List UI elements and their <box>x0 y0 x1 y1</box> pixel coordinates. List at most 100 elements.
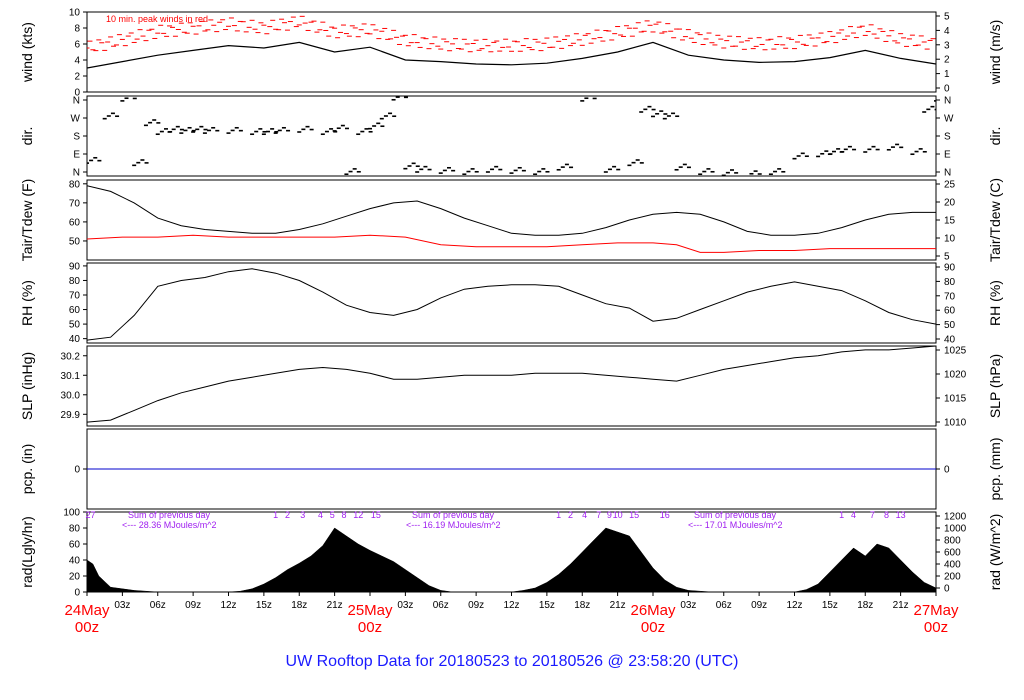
panel-data <box>87 185 936 253</box>
uv-label: 4 <box>318 510 323 520</box>
tick-label-left: W <box>71 114 81 125</box>
panel-6: rad(Lgly/hr) rad (W/m^2)02040608010002004… <box>19 508 1003 599</box>
tick-label-left: 70 <box>69 291 81 302</box>
tick-label-left: 100 <box>63 508 80 519</box>
uv-label: 15 <box>371 510 381 520</box>
uv-label: 7 <box>596 510 601 520</box>
tick-label-right: 2 <box>944 55 950 66</box>
uv-label: 8 <box>884 510 889 520</box>
daily-sum-value: <--- 16.19 MJoules/m^2 <box>406 520 501 530</box>
tick-label-left: 80 <box>69 276 81 287</box>
panel-4: SLP (inHg) SLP (hPa) 29.9 30.0 30.1 30.2 1010 1… <box>19 345 1003 429</box>
panel-3: RH (%) RH (%) 40 50 60 70 80 90 40 50 60 70 80 90 <box>19 261 1003 345</box>
uv-label: 3 <box>300 510 305 520</box>
tick-label-left: 30.0 <box>61 390 81 401</box>
uv-label: 15 <box>629 510 639 520</box>
tick-label-left: 70 <box>69 198 81 209</box>
y-axis-label-left: wind (kts) <box>19 22 35 83</box>
x-tick-label: 03z <box>397 600 413 611</box>
uv-label: 27 <box>86 510 96 520</box>
tick-label-left: 60 <box>69 305 81 316</box>
x-tick-label: 12z <box>786 600 802 611</box>
x-tick-label: 21z <box>327 600 343 611</box>
panel-data <box>87 96 936 176</box>
x-tick-label: 03z <box>680 600 696 611</box>
panel-data <box>87 346 936 423</box>
x-tick-label: 03z <box>114 600 130 611</box>
x-tick-label: 12z <box>503 600 519 611</box>
y-axis-label-right: rad (W/m^2) <box>987 514 1003 591</box>
tick-label-right: 50 <box>944 320 956 331</box>
x-tick-label: 21z <box>893 600 909 611</box>
tick-label-left: 80 <box>69 524 81 535</box>
series-line-SLP <box>87 346 936 423</box>
tick-label-right: 1015 <box>944 394 967 405</box>
date-label-hour: 00z <box>641 619 665 636</box>
y-axis-label-left: pcp. (in) <box>19 444 35 495</box>
tick-label-right: 25 <box>944 180 956 191</box>
tick-label-right: 15 <box>944 216 956 227</box>
tick-label-left: 4 <box>74 56 80 67</box>
tick-label-left: 50 <box>69 236 81 247</box>
x-axis: 03z 06z 09z 12z 15z 18z 21z 03z 06z 09z 12z 15z 18z 2… <box>64 592 959 636</box>
tick-label-right: 1000 <box>944 524 967 535</box>
y-axis-label-left: rad(Lgly/hr) <box>19 516 35 588</box>
tick-label-left: 90 <box>69 261 81 272</box>
tick-label-right: N <box>944 96 951 107</box>
date-label-day: 25May <box>347 602 393 619</box>
tick-label-right: 400 <box>944 560 961 571</box>
uv-label: 1 <box>273 510 278 520</box>
uv-label: 12 <box>353 510 363 520</box>
tick-label-left: 8 <box>74 24 80 35</box>
panel-2: Tair/Tdew (F) Tair/Tdew (C) 50 60 70 80 5 10 15 2… <box>19 178 1003 263</box>
tick-label-right: 20 <box>944 198 956 209</box>
x-tick-label: 09z <box>468 600 484 611</box>
tick-label-left: 30.1 <box>61 371 81 382</box>
uv-label: 1 <box>839 510 844 520</box>
date-label-hour: 00z <box>924 619 948 636</box>
series-line-Tdew <box>87 234 936 253</box>
peak-winds-note: 10 min. peak winds in red <box>106 14 208 24</box>
x-tick-label: 21z <box>610 600 626 611</box>
uv-label: 1 <box>556 510 561 520</box>
tick-label-left: 80 <box>69 179 81 190</box>
tick-label-right: 5 <box>944 12 950 23</box>
tick-label-right: 1200 <box>944 512 967 523</box>
date-label-day: 24May <box>64 602 110 619</box>
tick-label-left: 0 <box>74 88 80 99</box>
uv-label: 5 <box>330 510 335 520</box>
radiation-area <box>87 527 936 592</box>
series-line-Tair <box>87 185 936 236</box>
daily-sum-value: <--- 17.01 MJoules/m^2 <box>688 520 783 530</box>
x-tick-label: 09z <box>751 600 767 611</box>
date-label-hour: 00z <box>75 619 99 636</box>
tick-label-right: 800 <box>944 536 961 547</box>
tick-label-left: 40 <box>69 556 81 567</box>
tick-label-right: 90 <box>944 263 956 274</box>
tick-label-left: 30.2 <box>61 351 81 362</box>
tick-label-right: 5 <box>944 252 950 263</box>
y-axis-label-right: pcp. (mm) <box>987 438 1003 501</box>
tick-label-right: 200 <box>944 572 961 583</box>
uv-label: 13 <box>896 510 906 520</box>
tick-label-right: E <box>944 150 951 161</box>
y-axis-label-right: wind (m/s) <box>987 20 1003 86</box>
date-label-day: 27May <box>913 602 959 619</box>
tick-label-right: 40 <box>944 335 956 346</box>
x-tick-label: 18z <box>291 600 307 611</box>
x-tick-label: 18z <box>574 600 590 611</box>
tick-label-right: 0 <box>944 584 950 595</box>
tick-label-right: N <box>944 168 951 179</box>
series-line-wind <box>87 41 936 69</box>
tick-label-left: N <box>73 168 80 179</box>
date-label-hour: 00z <box>358 619 382 636</box>
tick-label-right: 1020 <box>944 370 967 381</box>
y-axis-label-right: Tair/Tdew (C) <box>987 178 1003 262</box>
tick-label-left: 6 <box>74 40 80 51</box>
tick-label-left: S <box>73 132 80 143</box>
tick-label-right: W <box>944 114 954 125</box>
tick-label-right: 0 <box>944 84 950 95</box>
date-label-day: 26May <box>630 602 676 619</box>
